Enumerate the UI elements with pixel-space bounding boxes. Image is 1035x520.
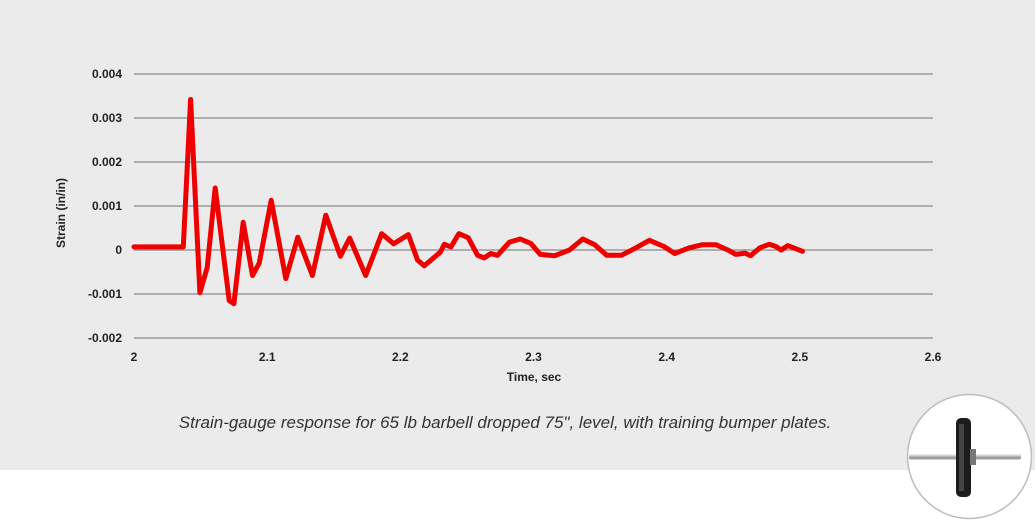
y-tick-label: -0.002 bbox=[88, 331, 122, 345]
chart-caption: Strain-gauge response for 65 lb barbell … bbox=[178, 413, 832, 432]
y-tick-label: 0.004 bbox=[92, 67, 122, 81]
y-axis-label: Strain (in/in) bbox=[54, 178, 68, 248]
x-tick-label: 2.5 bbox=[791, 350, 808, 364]
barbell-thumbnail bbox=[906, 393, 1033, 520]
x-tick-label: 2 bbox=[131, 350, 138, 364]
x-tick-label: 2.6 bbox=[925, 350, 942, 364]
y-tick-label: 0.002 bbox=[92, 155, 122, 169]
chart-panel bbox=[0, 0, 1035, 470]
x-tick-label: 2.3 bbox=[525, 350, 542, 364]
y-tick-label: 0 bbox=[115, 243, 122, 257]
strain-chart: 0.004 0.003 0.002 0.001 0 -0.001 -0.002 2 2.1 2.… bbox=[54, 67, 942, 384]
x-tick-label: 2.1 bbox=[259, 350, 276, 364]
y-tick-label: 0.003 bbox=[92, 111, 122, 125]
x-axis-label: Time, sec bbox=[507, 370, 562, 384]
strain-series-line bbox=[131, 97, 805, 307]
barbell-icon bbox=[909, 418, 1021, 497]
x-tick-label: 2.4 bbox=[658, 350, 675, 364]
x-tick-label: 2.2 bbox=[392, 350, 409, 364]
gridlines bbox=[134, 73, 933, 339]
y-tick-label: 0.001 bbox=[92, 199, 122, 213]
y-tick-labels: 0.004 0.003 0.002 0.001 0 -0.001 -0.002 bbox=[88, 67, 122, 345]
y-tick-label: -0.001 bbox=[88, 287, 122, 301]
x-tick-labels: 2 2.1 2.2 2.3 2.4 2.5 2.6 bbox=[131, 350, 942, 364]
series-group bbox=[131, 97, 805, 307]
